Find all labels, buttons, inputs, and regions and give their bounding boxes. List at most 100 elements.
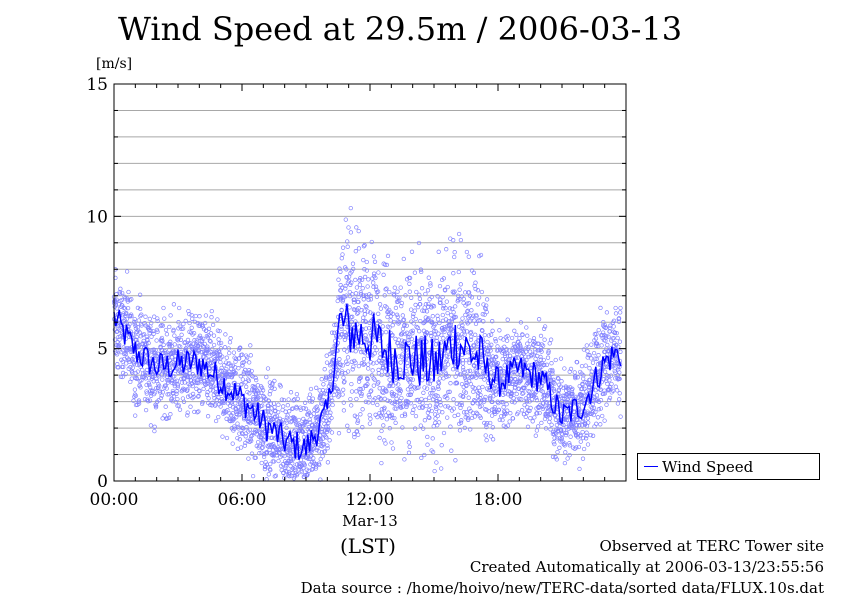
- scatter-point: [114, 306, 120, 311]
- scatter-point: [536, 341, 541, 346]
- scatter-point: [466, 254, 471, 259]
- scatter-point: [179, 380, 185, 385]
- scatter-point: [406, 450, 412, 455]
- scatter-point: [482, 305, 488, 311]
- scatter-point: [618, 310, 623, 315]
- scatter-point: [371, 383, 376, 388]
- scatter-point: [145, 338, 150, 343]
- scatter-point: [514, 397, 519, 402]
- scatter-point: [317, 388, 322, 393]
- scatter-point: [484, 438, 489, 443]
- scatter-point: [553, 455, 558, 460]
- scatter-point: [434, 460, 439, 465]
- scatter-point: [551, 386, 556, 392]
- scatter-point: [336, 277, 341, 282]
- scatter-point: [329, 330, 335, 335]
- scatter-point: [462, 425, 467, 431]
- scatter-point: [467, 319, 472, 324]
- scatter-point: [448, 424, 453, 429]
- scatter-point: [453, 314, 458, 320]
- scatter-point: [483, 394, 488, 400]
- scatter-point: [160, 323, 166, 328]
- scatter-point: [438, 300, 443, 305]
- scatter-point: [377, 386, 382, 391]
- scatter-point: [140, 332, 146, 338]
- scatter-point: [118, 374, 124, 380]
- scatter-point: [472, 414, 477, 419]
- scatter-point: [550, 454, 556, 459]
- scatter-point: [363, 319, 368, 324]
- scatter-point: [212, 351, 217, 356]
- scatter-point: [442, 327, 447, 332]
- scatter-point: [155, 316, 160, 321]
- scatter-point: [431, 387, 436, 392]
- scatter-point: [575, 435, 581, 440]
- scatter-point: [533, 350, 538, 355]
- scatter-point: [210, 346, 215, 352]
- scatter-point: [383, 441, 388, 446]
- scatter-point: [139, 323, 144, 328]
- scatter-point: [335, 371, 341, 376]
- scatter-point: [362, 267, 367, 272]
- scatter-point: [367, 421, 373, 426]
- scatter-point: [356, 306, 361, 311]
- scatter-point: [509, 335, 515, 341]
- scatter-point: [515, 355, 520, 360]
- scatter-point: [528, 415, 533, 421]
- scatter-point: [512, 328, 517, 333]
- scatter-point: [605, 342, 610, 348]
- scatter-point: [499, 373, 504, 378]
- scatter-point: [458, 237, 464, 243]
- scatter-point: [544, 394, 549, 399]
- scatter-point: [453, 458, 458, 463]
- scatter-point: [441, 306, 446, 311]
- scatter-point: [219, 365, 224, 371]
- scatter-point: [344, 275, 349, 280]
- scatter-point: [366, 400, 371, 405]
- scatter-point: [454, 401, 459, 406]
- scatter-point: [427, 403, 433, 408]
- scatter-point: [618, 305, 623, 311]
- scatter-point: [538, 357, 543, 362]
- scatter-point: [402, 411, 408, 416]
- scatter-point: [394, 312, 400, 317]
- scatter-point: [405, 364, 410, 369]
- scatter-point: [447, 405, 453, 411]
- scatter-point: [413, 413, 419, 419]
- scatter-point: [277, 450, 282, 456]
- scatter-point: [473, 321, 479, 327]
- scatter-point: [244, 355, 250, 360]
- scatter-point: [251, 397, 256, 402]
- scatter-point: [514, 391, 519, 397]
- scatter-point: [155, 329, 160, 334]
- scatter-point: [361, 257, 366, 263]
- scatter-point: [154, 385, 159, 391]
- scatter-point: [380, 324, 385, 329]
- scatter-point: [258, 430, 263, 435]
- scatter-point: [420, 308, 425, 313]
- scatter-point: [493, 339, 498, 344]
- scatter-point: [590, 433, 596, 438]
- scatter-point: [352, 434, 357, 440]
- scatter-point: [399, 354, 404, 359]
- scatter-point: [389, 440, 394, 445]
- scatter-point: [410, 314, 416, 319]
- scatter-point: [537, 410, 542, 416]
- scatter-point: [120, 370, 126, 376]
- scatter-point: [460, 393, 465, 399]
- scatter-point: [396, 382, 401, 387]
- scatter-point: [498, 369, 504, 374]
- scatter-point: [411, 407, 416, 413]
- scatter-point: [162, 413, 167, 418]
- scatter-point: [603, 325, 609, 330]
- scatter-point: [308, 386, 314, 392]
- scatter-point: [237, 431, 242, 436]
- x-tick-label: 12:00: [346, 490, 395, 510]
- scatter-point: [384, 417, 389, 422]
- scatter-point: [573, 394, 579, 400]
- scatter-point: [390, 415, 395, 421]
- scatter-point: [154, 327, 160, 333]
- scatter-point: [392, 319, 397, 325]
- scatter-point: [588, 432, 593, 438]
- scatter-point: [209, 315, 214, 320]
